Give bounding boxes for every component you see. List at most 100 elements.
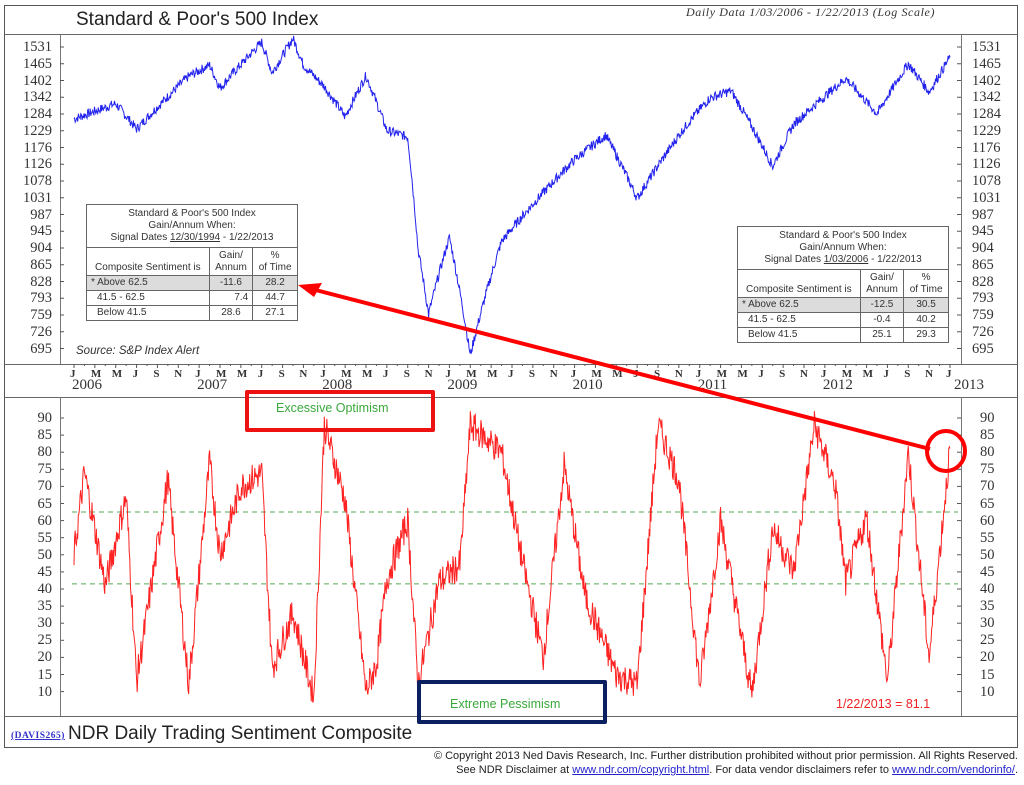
- extreme-pessimism-label: Extreme Pessimism: [450, 697, 561, 711]
- col-header-sentiment: Composite Sentiment is: [86, 247, 210, 276]
- table-row: Below 41.5 25.1 29.3: [737, 327, 949, 343]
- signal-dates: Signal Dates 12/30/1994 - 1/22/2013: [110, 232, 274, 243]
- col-header-sentiment: Composite Sentiment is: [737, 269, 861, 298]
- y-tick-label: 40: [980, 581, 995, 597]
- x-axis-divider: [4, 397, 1018, 398]
- x-month-label: M: [90, 368, 102, 380]
- x-month-label: S: [904, 368, 911, 380]
- sentiment-line: [73, 411, 951, 703]
- y-tick-label: 904: [30, 240, 52, 256]
- x-year-label: 2013: [954, 377, 984, 393]
- davis-code-link[interactable]: (DAVIS265): [11, 731, 65, 741]
- y-tick-label: 90: [980, 410, 995, 426]
- y-tick-label: 70: [37, 478, 53, 495]
- x-month-label: M: [236, 368, 248, 380]
- header-divider: [4, 34, 1018, 35]
- y-tick-label: 1078: [972, 173, 1001, 189]
- y-tick-label: 45: [980, 563, 995, 580]
- y-tick-label: 40: [37, 581, 53, 597]
- x-month-label: M: [216, 368, 227, 380]
- x-month-label: N: [800, 368, 808, 380]
- copyright-block: © Copyright 2013 Ned Davis Research, Inc…: [434, 749, 1018, 777]
- table-row: * Above 62.5 -12.5 30.5: [737, 297, 949, 313]
- y-tick-label: 60: [980, 512, 995, 529]
- y-tick-label: 987: [30, 206, 52, 223]
- x-month-label: M: [612, 368, 623, 380]
- source-note: Source: S&P Index Alert: [76, 345, 200, 357]
- chart-frame: [4, 5, 1018, 748]
- x-month-label: J: [257, 368, 264, 380]
- y-tick-label: 20: [980, 649, 995, 666]
- y-tick-label: 10: [980, 683, 995, 700]
- y-tick-label: 50: [980, 546, 995, 563]
- y-tick-label: 1402: [23, 72, 52, 89]
- y-tick-label: 15: [980, 666, 995, 683]
- y-tick-label: 75: [37, 461, 53, 478]
- last-value-label: 1/22/2013 = 81.1: [836, 697, 931, 711]
- y-tick-label: 85: [980, 427, 995, 444]
- copyright-text: © Copyright 2013 Ned Davis Research, Inc…: [433, 750, 1018, 762]
- x-month-label: M: [362, 368, 373, 380]
- table-subtitle: Gain/Annum When:: [148, 220, 236, 231]
- y-tick-label: 1031: [972, 189, 1001, 206]
- x-month-label: J: [883, 368, 889, 380]
- y-tick-label: 1229: [972, 122, 1001, 139]
- x-month-label: J: [758, 368, 764, 380]
- signal-table-right: Standard & Poor's 500 Index Gain/Annum W…: [737, 226, 949, 343]
- y-tick-label: 25: [37, 632, 53, 649]
- col-header-time: % of Time: [252, 247, 298, 276]
- y-tick-label: 1531: [23, 39, 52, 55]
- y-tick-label: 904: [972, 240, 994, 256]
- y-tick-label: 726: [972, 323, 994, 340]
- x-month-label: J: [132, 368, 139, 380]
- x-year-label: 2012: [822, 377, 853, 393]
- y-tick-label: 30: [980, 615, 995, 632]
- spx-line: [73, 35, 951, 355]
- top-right-axis: [961, 34, 962, 364]
- x-month-label: M: [862, 368, 873, 380]
- top-left-axis: [60, 34, 61, 364]
- y-tick-label: 80: [980, 444, 995, 461]
- x-month-label: J: [195, 368, 201, 380]
- table-row: * Above 62.5 -11.6 28.2: [86, 275, 298, 291]
- bottom-chart-baseline: [4, 716, 1018, 717]
- x-month-label: S: [403, 368, 410, 380]
- x-month-label: N: [174, 368, 183, 380]
- x-year-label: 2006: [72, 377, 102, 393]
- y-tick-label: 1342: [972, 89, 1001, 106]
- x-month-label: M: [487, 368, 498, 380]
- y-tick-label: 865: [972, 256, 994, 273]
- y-tick-label: 65: [980, 495, 995, 512]
- sentiment-chart-title: NDR Daily Trading Sentiment Composite: [68, 723, 413, 744]
- y-tick-label: 1126: [972, 156, 1001, 173]
- y-tick-label: 50: [37, 546, 53, 563]
- y-tick-label: 35: [37, 598, 53, 615]
- x-month-label: J: [70, 368, 76, 380]
- y-tick-label: 828: [30, 273, 52, 290]
- vendorinfo-link[interactable]: www.ndr.com/vendorinfo/: [892, 764, 1015, 776]
- y-tick-label: 1284: [23, 106, 52, 122]
- x-month-label: M: [111, 368, 123, 380]
- table-row: 41.5 - 62.5 -0.4 40.2: [737, 312, 949, 328]
- y-tick-label: 60: [37, 512, 53, 529]
- copyright-link[interactable]: www.ndr.com/copyright.html: [572, 764, 710, 776]
- x-year-label: 2007: [197, 377, 228, 393]
- x-month-label: J: [382, 368, 389, 380]
- x-month-label: J: [946, 368, 952, 380]
- y-tick-label: 85: [37, 427, 53, 444]
- table-title: Standard & Poor's 500 Index: [779, 230, 907, 241]
- signal-table-left: Standard & Poor's 500 Index Gain/Annum W…: [86, 204, 298, 321]
- x-month-label: N: [925, 368, 934, 380]
- y-tick-label: 1176: [23, 139, 52, 156]
- y-tick-label: 945: [30, 223, 52, 240]
- col-header-gain: Gain/Annum: [208, 247, 254, 276]
- table-subtitle: Gain/Annum When:: [799, 242, 887, 253]
- y-tick-label: 987: [972, 206, 994, 223]
- bottom-left-axis: [60, 397, 61, 716]
- x-month-label: S: [528, 368, 535, 380]
- y-tick-label: 55: [37, 529, 53, 546]
- y-tick-label: 759: [30, 307, 52, 323]
- y-tick-label: 695: [30, 340, 52, 357]
- y-tick-label: 945: [972, 223, 994, 240]
